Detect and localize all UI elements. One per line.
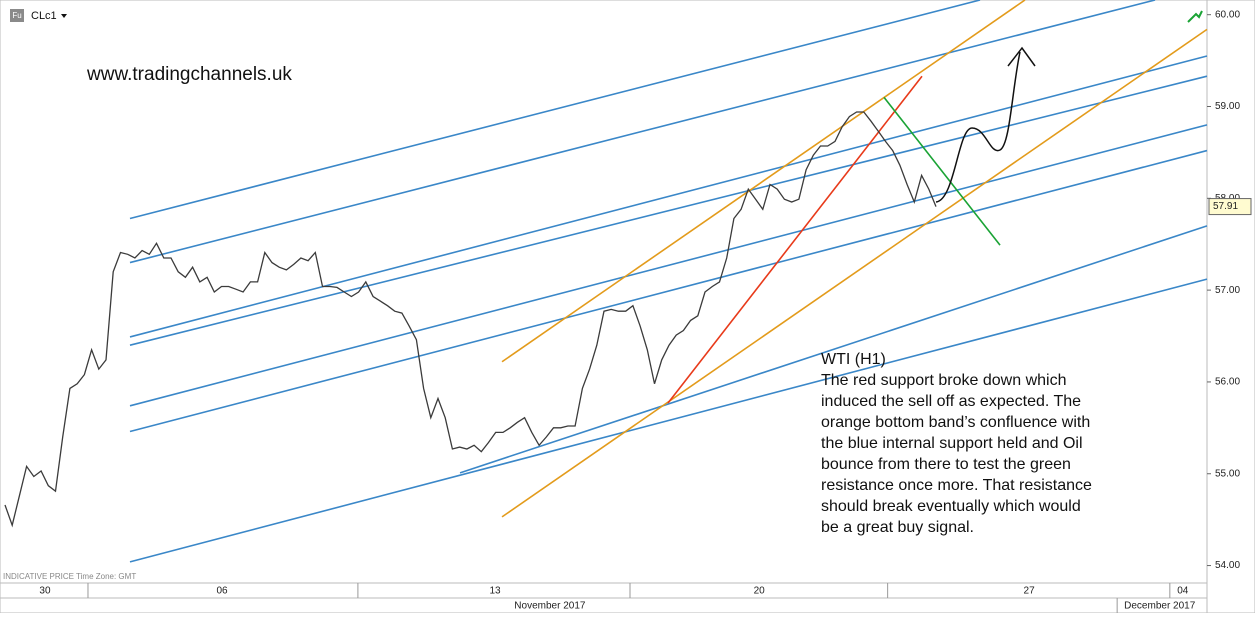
y-axis-panel bbox=[1206, 0, 1255, 614]
price-line bbox=[4, 111, 937, 528]
trend-line bbox=[129, 55, 1208, 338]
annotation-line: The red support broke down which bbox=[821, 372, 1066, 389]
y-tick-label: 54.00 bbox=[1215, 560, 1240, 571]
instrument-icon[interactable] bbox=[10, 9, 24, 22]
last-price-label: 57.91 bbox=[1213, 201, 1238, 212]
annotation-line: resistance once more. That resistance bbox=[821, 477, 1092, 494]
trend-line bbox=[129, 75, 1208, 346]
x-tick-label: 20 bbox=[754, 586, 766, 597]
y-tick-label: 56.00 bbox=[1215, 377, 1240, 388]
trend-line bbox=[667, 75, 923, 404]
trend-line bbox=[883, 96, 1001, 246]
x-tick-label: 13 bbox=[489, 586, 501, 597]
arrow-head bbox=[1007, 46, 1036, 67]
dropdown-arrow[interactable] bbox=[61, 14, 67, 18]
y-tick-label: 60.00 bbox=[1215, 9, 1240, 20]
y-tick-label: 55.00 bbox=[1215, 468, 1240, 479]
y-tick-label: 57.00 bbox=[1215, 285, 1240, 296]
y-tick-label: 59.00 bbox=[1215, 101, 1240, 112]
x-tick-label: 04 bbox=[1177, 586, 1189, 597]
annotation-line: bounce from there to test the green bbox=[821, 456, 1071, 473]
x-tick-label: 27 bbox=[1024, 586, 1036, 597]
annotation-line: be a great buy signal. bbox=[821, 519, 974, 536]
month-label: December 2017 bbox=[1124, 601, 1196, 612]
trend-line bbox=[501, 28, 1208, 518]
x-tick-label: 30 bbox=[39, 586, 51, 597]
trend-line bbox=[129, 124, 1208, 407]
annotation-title: WTI (H1) bbox=[821, 351, 886, 368]
watermark: www.tradingchannels.uk bbox=[86, 64, 292, 85]
trend-line bbox=[501, 0, 1026, 363]
annotation-line: should break eventually which would bbox=[821, 498, 1081, 515]
status-icon bbox=[1187, 10, 1203, 23]
trend-line bbox=[129, 149, 1208, 433]
instrument-name[interactable]: CLc1 bbox=[31, 10, 57, 22]
month-label: November 2017 bbox=[514, 601, 586, 612]
trend-line bbox=[129, 278, 1208, 563]
trend-line bbox=[129, 0, 1156, 264]
icon-label[interactable]: Fu bbox=[12, 11, 21, 20]
footer-note: INDICATIVE PRICE Time Zone: GMT bbox=[3, 572, 136, 581]
x-tick-label: 06 bbox=[216, 586, 228, 597]
forecast-arrow bbox=[935, 51, 1021, 203]
annotation-line: orange bottom band’s confluence with bbox=[821, 414, 1090, 431]
trend-line bbox=[459, 225, 1208, 474]
annotation-line: induced the sell off as expected. The bbox=[821, 393, 1081, 410]
last-price-tag bbox=[1208, 198, 1252, 216]
trend-line bbox=[129, 0, 981, 220]
annotation-line: the blue internal support held and Oil bbox=[821, 435, 1083, 452]
